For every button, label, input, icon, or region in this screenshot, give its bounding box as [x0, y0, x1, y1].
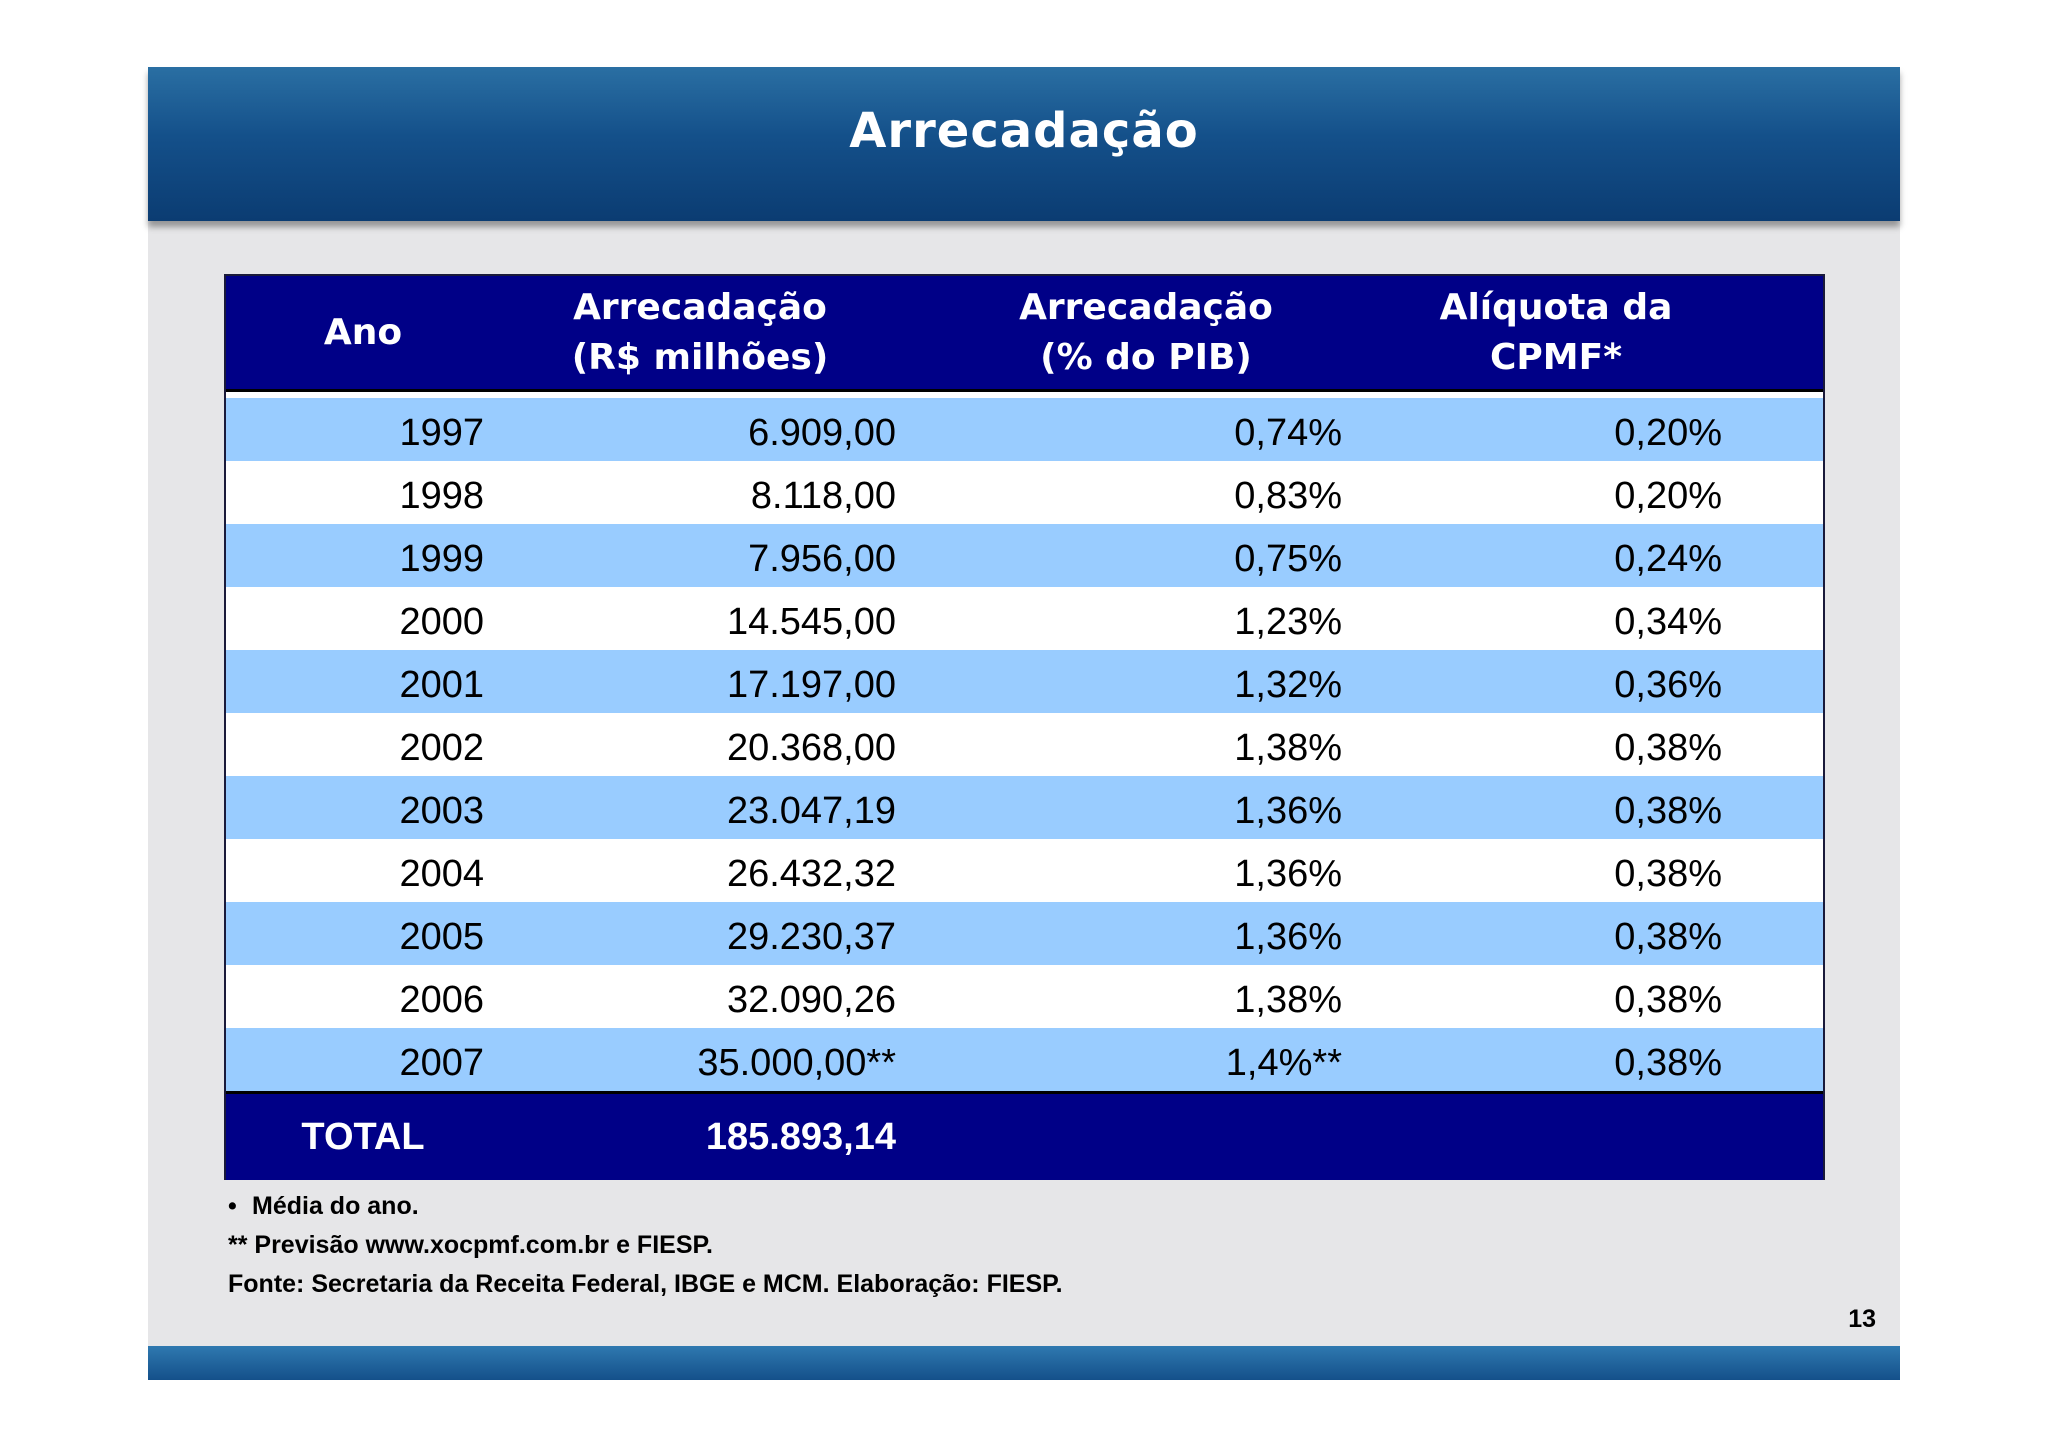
cell-revenue: 14.545,00 — [726, 601, 896, 643]
cell-aliquota: 0,38% — [1614, 853, 1722, 895]
header-pib: Arrecadação (% do PIB) — [1019, 286, 1273, 378]
cell-revenue: 17.197,00 — [726, 664, 896, 706]
total-row: TOTAL 185.893,14 — [226, 1091, 1823, 1180]
table-header: Ano Arrecadação (R$ milhões) Arrecadação… — [226, 276, 1823, 392]
table-row: 2006 32.090,26 1,38% 0,38% — [226, 965, 1823, 1028]
table-row: 2000 14.545,00 1,23% 0,34% — [226, 587, 1823, 650]
footnote-average: • Média do ano. — [228, 1187, 1063, 1226]
cell-year: 2000 — [399, 601, 484, 643]
table-row: 2003 23.047,19 1,36% 0,38% — [226, 776, 1823, 839]
header-aliquota: Alíquota da CPMF* — [1439, 286, 1673, 378]
cell-aliquota: 0,38% — [1614, 916, 1722, 958]
cell-year: 1999 — [399, 538, 484, 580]
table-body: 1997 6.909,00 0,74% 0,20% 1998 8.118,00 0,83% 0… — [226, 398, 1823, 1091]
table-row: 2004 26.432,32 1,36% 0,38% — [226, 839, 1823, 902]
cell-pib: 1,36% — [1234, 853, 1342, 895]
cell-revenue: 26.432,32 — [726, 853, 896, 895]
cell-year: 2005 — [399, 916, 484, 958]
cell-revenue: 29.230,37 — [726, 916, 896, 958]
cell-pib: 1,4%** — [1225, 1042, 1342, 1084]
footnote-source: Fonte: Secretaria da Receita Federal, IB… — [228, 1270, 1063, 1298]
footnote-average-text: Média do ano. — [252, 1192, 419, 1220]
slide: Arrecadação Ano Arrecadação (R$ milhões)… — [148, 67, 1900, 1380]
cell-pib: 1,32% — [1234, 664, 1342, 706]
cell-aliquota: 0,36% — [1614, 664, 1722, 706]
cell-revenue: 7.956,00 — [748, 538, 896, 580]
table-row: 1998 8.118,00 0,83% 0,20% — [226, 461, 1823, 524]
cell-year: 2003 — [399, 790, 484, 832]
cell-aliquota: 0,20% — [1614, 412, 1722, 454]
cell-year: 1997 — [399, 412, 484, 454]
slide-title: Arrecadação — [849, 103, 1199, 159]
footnote-forecast: ** Previsão www.xocpmf.com.br e FIESP. — [228, 1231, 713, 1259]
table-row: 1999 7.956,00 0,75% 0,24% — [226, 524, 1823, 587]
cell-year: 2004 — [399, 853, 484, 895]
table-row: 2007 35.000,00** 1,4%** 0,38% — [226, 1028, 1823, 1091]
cell-revenue: 20.368,00 — [726, 727, 896, 769]
cell-aliquota: 0,20% — [1614, 475, 1722, 517]
revenue-table: Ano Arrecadação (R$ milhões) Arrecadação… — [224, 274, 1825, 1180]
cell-year: 2006 — [399, 979, 484, 1021]
cell-year: 2002 — [399, 727, 484, 769]
table-row: 2002 20.368,00 1,38% 0,38% — [226, 713, 1823, 776]
cell-aliquota: 0,38% — [1614, 727, 1722, 769]
bullet-icon: • — [228, 1192, 237, 1220]
cell-pib: 0,75% — [1234, 538, 1342, 580]
cell-revenue: 23.047,19 — [726, 790, 896, 832]
cell-pib: 1,38% — [1234, 979, 1342, 1021]
total-revenue: 185.893,14 — [705, 1116, 896, 1158]
table-row: 1997 6.909,00 0,74% 0,20% — [226, 398, 1823, 461]
cell-aliquota: 0,24% — [1614, 538, 1722, 580]
cell-pib: 1,36% — [1234, 790, 1342, 832]
page-number: 13 — [1848, 1305, 1876, 1333]
table-row: 2001 17.197,00 1,32% 0,36% — [226, 650, 1823, 713]
title-bar: Arrecadação — [148, 67, 1900, 221]
cell-revenue: 35.000,00** — [697, 1042, 896, 1084]
total-label: TOTAL — [301, 1116, 425, 1158]
cell-pib: 1,23% — [1234, 601, 1342, 643]
cell-year: 2007 — [399, 1042, 484, 1084]
footnotes: • Média do ano. ** Previsão www.xocpmf.co… — [228, 1187, 1063, 1304]
cell-revenue: 32.090,26 — [726, 979, 896, 1021]
cell-pib: 1,36% — [1234, 916, 1342, 958]
cell-aliquota: 0,38% — [1614, 790, 1722, 832]
cell-aliquota: 0,34% — [1614, 601, 1722, 643]
cell-pib: 0,83% — [1234, 475, 1342, 517]
cell-aliquota: 0,38% — [1614, 979, 1722, 1021]
cell-pib: 1,38% — [1234, 727, 1342, 769]
cell-revenue: 6.909,00 — [748, 412, 896, 454]
bottom-bar — [148, 1346, 1900, 1380]
header-revenue: Arrecadação (R$ milhões) — [571, 286, 829, 378]
cell-revenue: 8.118,00 — [750, 475, 896, 517]
cell-pib: 0,74% — [1234, 412, 1342, 454]
cell-year: 2001 — [399, 664, 484, 706]
cell-aliquota: 0,38% — [1614, 1042, 1722, 1084]
header-year: Ano — [323, 311, 403, 353]
table-row: 2005 29.230,37 1,36% 0,38% — [226, 902, 1823, 965]
cell-year: 1998 — [399, 475, 484, 517]
